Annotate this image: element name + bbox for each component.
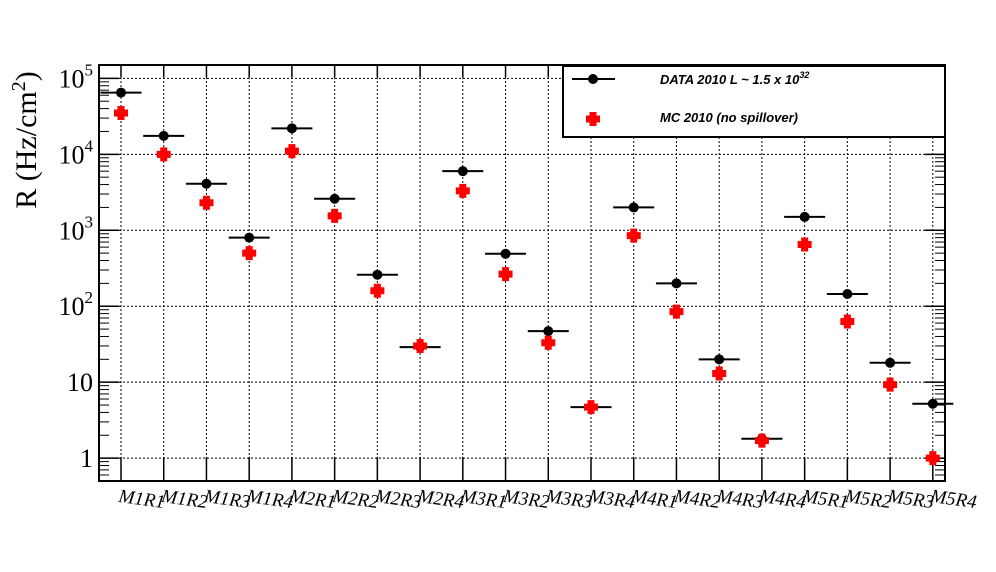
mc-point [370,283,385,298]
mc-point [413,338,428,353]
data-point [500,248,511,259]
x-tick-label: M1R3 [202,486,252,513]
legend: DATA 2010 L ~ 1.5 x 1032 MC 2010 (no spi… [562,65,946,138]
x-tick-label: M1R1 [116,486,166,513]
legend-data-marker [588,74,598,84]
data-point [927,398,938,409]
x-tick-label: M2R1 [287,486,337,513]
mc-point [883,377,898,392]
plot-frame [98,64,946,482]
mc-point [284,144,299,159]
mc-point [242,246,257,261]
mc-point [754,433,769,448]
x-tick-labels: M1R1M1R2M1R3M1R4M2R1M2R2M2R3M2R4M3R1M3R2… [116,486,978,513]
x-tick-label: M3R1 [458,486,508,513]
y-tick-label: 105 [59,60,94,93]
mc-point [327,208,342,223]
mc-point [156,147,171,162]
data-point [286,123,297,134]
mc-point [712,366,727,381]
data-point [628,202,639,213]
data-point [158,130,169,141]
data-point [799,211,810,222]
y-tick-label: 102 [59,288,94,321]
x-tick-label: M5R3 [885,486,935,513]
mc-point [199,195,214,210]
x-tick-label: M3R2 [501,486,551,513]
x-tick-label: M1R4 [245,486,295,513]
series-data [100,87,954,444]
x-tick-label: M4R3 [715,486,765,513]
data-point [543,326,554,337]
x-tick-label: M5R1 [800,486,850,513]
x-tick-label: M4R1 [629,486,679,513]
mc-point [455,183,470,198]
mc-point [797,237,812,252]
x-tick-label: M2R2 [330,486,380,513]
data-point [671,278,682,289]
x-tick-label: M1R2 [159,486,209,513]
legend-data-label: DATA 2010 L ~ 1.5 x 1032 [660,70,809,87]
x-tick-label: M5R2 [843,486,893,513]
mc-point [669,304,684,319]
mc-point [925,451,940,466]
series-mc [114,106,940,466]
y-tick-label: 103 [59,212,94,245]
data-point [329,193,340,204]
data-point [244,232,255,243]
x-tick-label: M2R4 [415,486,465,513]
data-marks [100,87,954,466]
x-tick-label: M5R4 [928,486,978,513]
mc-point [584,400,598,415]
x-tick-label: M4R2 [672,486,722,513]
mc-point [541,335,556,350]
data-point [714,354,725,365]
data-point [372,269,383,280]
data-point [201,178,212,189]
mc-point [498,267,513,282]
y-axis-title: R (Hz/cm2) [8,71,43,208]
y-tick-label: 1 [80,444,93,473]
mc-point [114,106,128,121]
mc-point [626,228,641,243]
x-tick-label: M4R4 [757,486,807,513]
x-tick-label: M3R4 [586,486,636,513]
y-tick-label: 104 [59,136,94,169]
legend-box [562,65,946,138]
data-point [885,357,896,368]
legend-mc-label: MC 2010 (no spillover) [660,110,798,125]
data-point [457,166,468,177]
data-point [116,87,126,98]
y-tick-label: 10 [67,368,93,397]
legend-mc-marker [586,112,600,126]
x-tick-label: M2R3 [373,486,423,513]
mc-point [840,314,855,329]
y-tick-labels: 1 10 102 103 104 105 [59,60,94,473]
data-point [842,288,853,299]
x-tick-label: M3R3 [544,486,594,513]
